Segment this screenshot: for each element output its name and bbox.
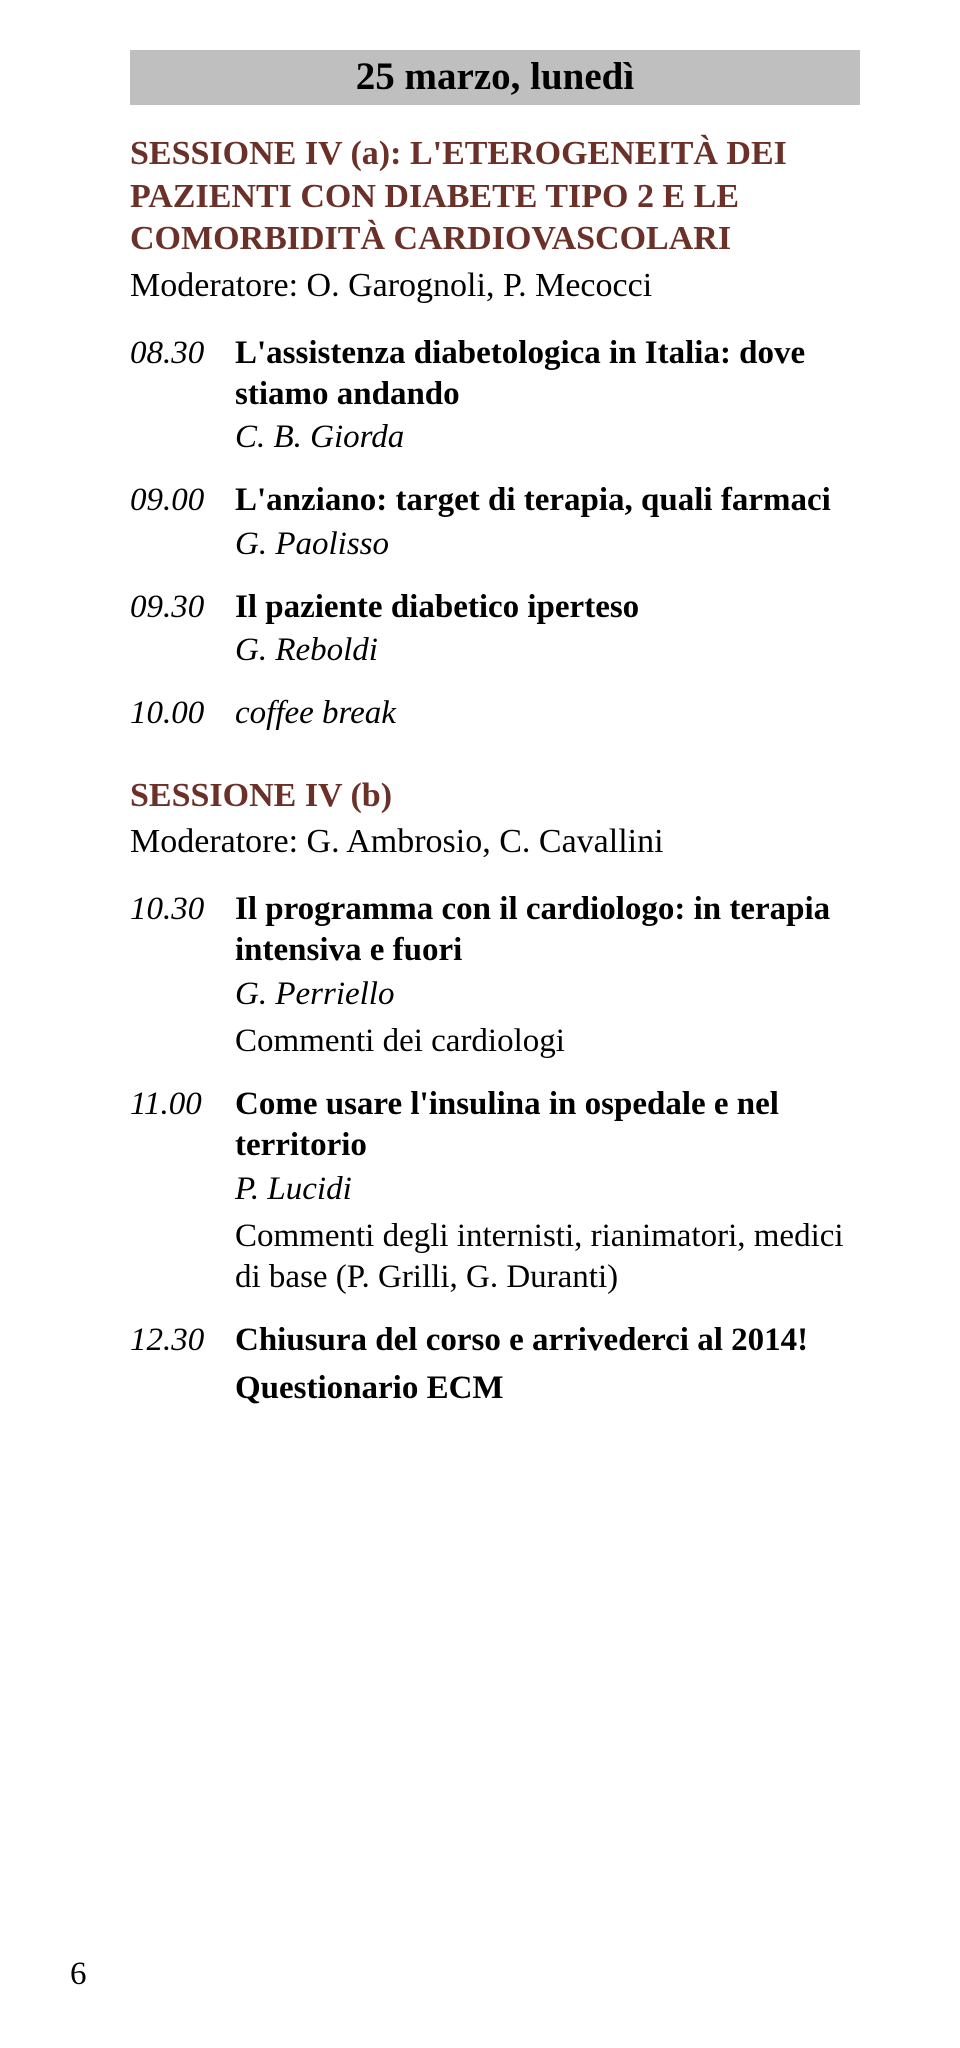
session-b-heading: SESSIONE IV (b) [130, 775, 860, 818]
program-entry: 11.00 Come usare l'insulina in ospedale … [130, 1084, 860, 1298]
program-entry: 08.30 L'assistenza diabetologica in Ital… [130, 333, 860, 459]
entry-note: Commenti degli internisti, rianimatori, … [235, 1216, 860, 1299]
program-entry: 10.00 coffee break [130, 693, 860, 734]
entry-time: 09.30 [130, 587, 235, 628]
entry-time: 10.00 [130, 693, 235, 734]
entry-time: 10.30 [130, 889, 235, 930]
entry-author: C. B. Giorda [235, 417, 860, 458]
entry-time: 08.30 [130, 333, 235, 374]
program-entry: 09.30 Il paziente diabetico iperteso G. … [130, 587, 860, 672]
entry-time: 11.00 [130, 1084, 235, 1125]
entry-title: Chiusura del corso e arrivederci al 2014… [235, 1320, 860, 1361]
entry-title: L'anziano: target di terapia, quali farm… [235, 480, 860, 521]
entry-title: Il paziente diabetico iperteso [235, 587, 860, 628]
session-b-block: SESSIONE IV (b) Moderatore: G. Ambrosio,… [130, 775, 860, 1409]
page-number: 6 [70, 1956, 87, 1993]
entry-body: L'anziano: target di terapia, quali farm… [235, 480, 860, 565]
entry-body: Chiusura del corso e arrivederci al 2014… [235, 1320, 860, 1409]
session-a-moderator: Moderatore: O. Garognoli, P. Mecocci [130, 267, 860, 305]
date-banner: 25 marzo, lunedì [130, 50, 860, 105]
entry-body: coffee break [235, 693, 860, 734]
program-entry: 09.00 L'anziano: target di terapia, qual… [130, 480, 860, 565]
entry-extra: Questionario ECM [235, 1368, 860, 1409]
entry-author: G. Reboldi [235, 630, 860, 671]
entry-body: L'assistenza diabetologica in Italia: do… [235, 333, 860, 459]
program-entry: 10.30 Il programma con il cardiologo: in… [130, 889, 860, 1062]
entry-body: Il paziente diabetico iperteso G. Rebold… [235, 587, 860, 672]
page-container: 25 marzo, lunedì SESSIONE IV (a): L'ETER… [0, 0, 960, 2048]
entry-time: 12.30 [130, 1320, 235, 1361]
entry-note: Commenti dei cardiologi [235, 1021, 860, 1062]
session-a-heading: SESSIONE IV (a): L'ETEROGENEITÀ DEI PAZI… [130, 133, 860, 261]
entry-title: Come usare l'insulina in ospedale e nel … [235, 1084, 860, 1167]
entry-body: Il programma con il cardiologo: in terap… [235, 889, 860, 1062]
entry-time: 09.00 [130, 480, 235, 521]
entry-title: L'assistenza diabetologica in Italia: do… [235, 333, 860, 416]
entry-title: Il programma con il cardiologo: in terap… [235, 889, 860, 972]
entry-body: Come usare l'insulina in ospedale e nel … [235, 1084, 860, 1298]
program-entry: 12.30 Chiusura del corso e arrivederci a… [130, 1320, 860, 1409]
entry-author: G. Perriello [235, 974, 860, 1015]
session-b-moderator: Moderatore: G. Ambrosio, C. Cavallini [130, 823, 860, 861]
entry-author: G. Paolisso [235, 524, 860, 565]
coffee-break-label: coffee break [235, 695, 396, 731]
entry-author: P. Lucidi [235, 1169, 860, 1210]
